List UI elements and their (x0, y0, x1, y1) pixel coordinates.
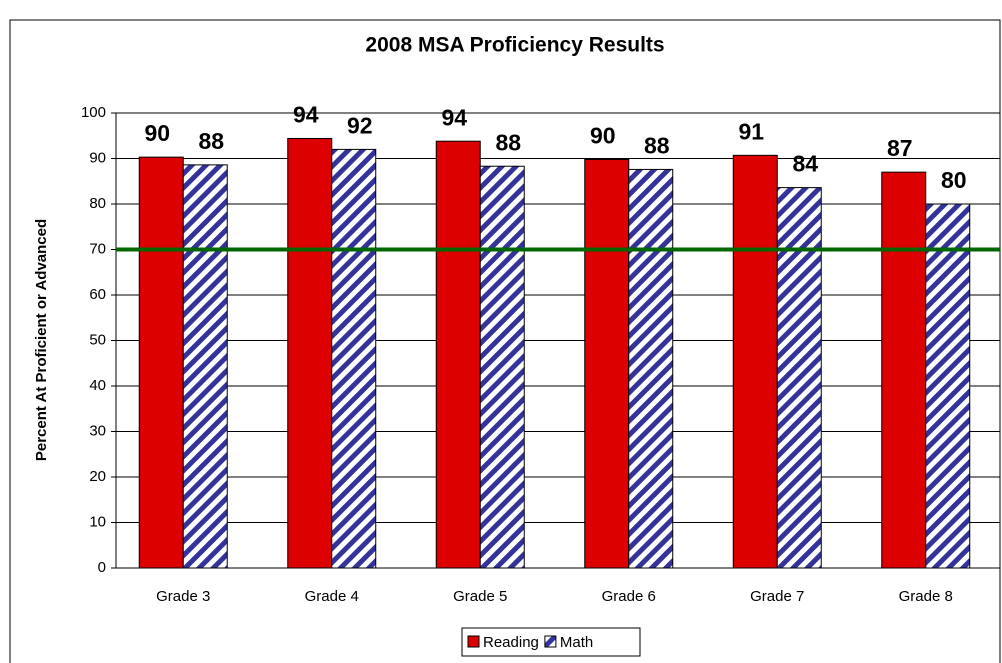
y-tick-label: 100 (81, 104, 106, 121)
chart-title: 2008 MSA Proficiency Results (365, 34, 664, 57)
bar (881, 171, 927, 569)
bar (331, 148, 377, 569)
x-tick-label: Grade 3 (156, 588, 210, 605)
y-tick-label: 90 (89, 149, 106, 166)
bar (732, 154, 778, 569)
y-tick-label: 60 (89, 286, 106, 303)
bar (925, 203, 971, 569)
bar (287, 137, 333, 569)
value-label: 91 (738, 118, 764, 144)
x-tick-label: Grade 5 (453, 588, 507, 605)
y-tick-label: 40 (89, 377, 106, 394)
bar (584, 158, 630, 569)
value-label: 88 (495, 129, 521, 155)
legend-swatch (544, 635, 557, 648)
y-tick-label: 70 (89, 240, 106, 257)
y-tick-label: 20 (89, 468, 106, 485)
y-tick-label: 10 (89, 513, 106, 530)
value-label: 90 (590, 122, 616, 148)
legend-label: Reading (483, 634, 539, 651)
bar (628, 168, 674, 569)
value-label: 90 (144, 120, 170, 146)
y-tick-label: 50 (89, 331, 106, 348)
y-axis-title: Percent At Proficient or Advanced (33, 219, 50, 461)
bar (776, 187, 822, 569)
legend: Reading Math (461, 627, 641, 657)
y-tick-label: 30 (89, 422, 106, 439)
legend-label: Math (560, 634, 593, 651)
x-tick-label: Grade 4 (305, 588, 359, 605)
y-tick-label: 80 (89, 195, 106, 212)
value-label: 80 (941, 167, 967, 193)
value-label: 94 (293, 102, 319, 128)
y-tick-label: 0 (98, 559, 106, 576)
x-tick-label: Grade 6 (602, 588, 656, 605)
value-label: 88 (644, 132, 670, 158)
bar (138, 156, 184, 569)
value-label: 92 (347, 112, 373, 138)
bar (479, 165, 525, 569)
bar (435, 140, 481, 569)
value-label: 94 (441, 104, 467, 130)
legend-swatch (467, 635, 480, 648)
value-label: 84 (792, 151, 818, 177)
value-label: 87 (887, 135, 913, 161)
bar (182, 164, 228, 569)
x-tick-label: Grade 7 (750, 588, 804, 605)
value-label: 88 (198, 128, 224, 154)
x-tick-label: Grade 8 (899, 588, 953, 605)
